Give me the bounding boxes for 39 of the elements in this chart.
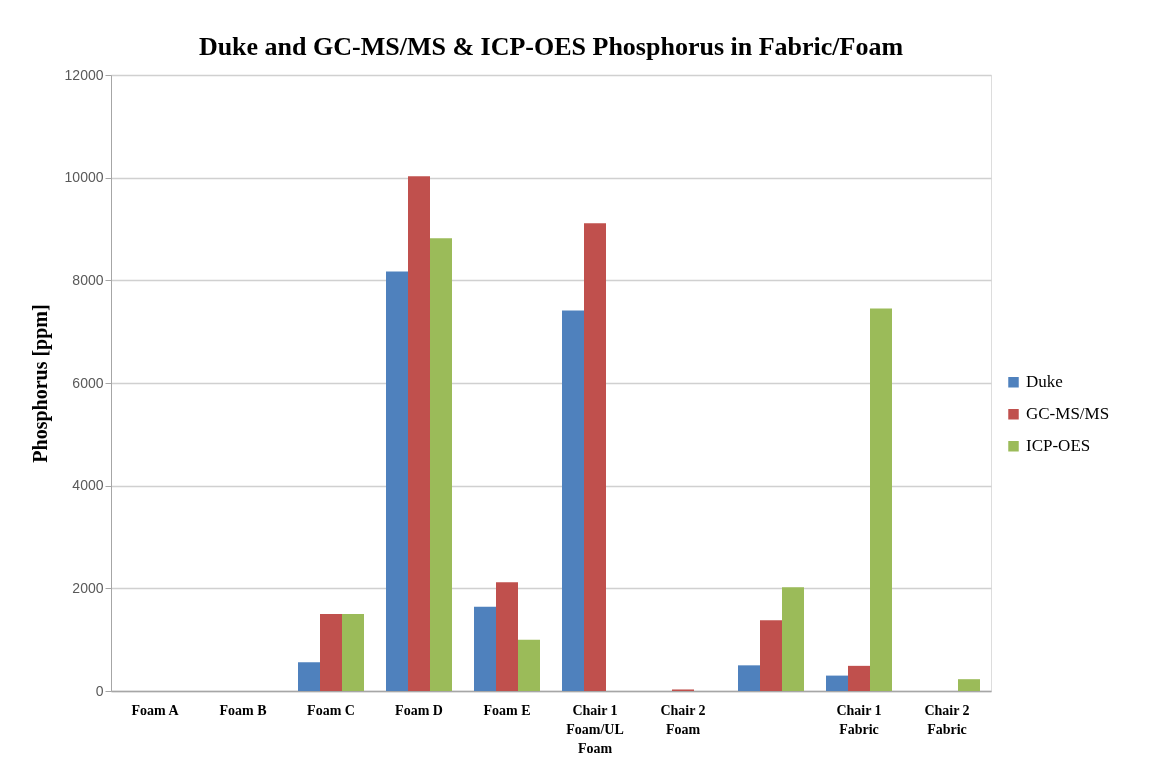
- bar: [826, 675, 848, 691]
- x-tick-label: Foam A: [131, 702, 180, 718]
- y-tick-label: 4000: [72, 477, 104, 494]
- bar: [518, 639, 540, 691]
- bar: [386, 271, 408, 691]
- bar: [298, 662, 320, 691]
- bar: [320, 614, 342, 691]
- bar: [562, 310, 584, 691]
- bar: [584, 223, 606, 691]
- y-tick-label: 10000: [64, 169, 104, 186]
- bar: [474, 606, 496, 691]
- bar: [738, 665, 760, 691]
- x-tick-label: Chair 1 Foam/UL Foam: [566, 702, 624, 756]
- bar: [848, 665, 870, 691]
- bar: [760, 620, 782, 691]
- y-tick-label: 6000: [72, 374, 104, 391]
- x-tick-label: Foam E: [483, 702, 531, 718]
- bar: [870, 308, 892, 691]
- chart-title: Duke and GC-MS/MS & ICP-OES Phosphorus in Fabric/Foam: [198, 32, 904, 61]
- legend-label: ICP-OES: [1026, 436, 1091, 456]
- y-axis-title: Phosphorus [ppm]: [28, 304, 52, 463]
- x-tick-label: Foam D: [395, 702, 443, 718]
- x-tick-label: Foam C: [307, 702, 355, 718]
- bar: [430, 238, 452, 691]
- x-tick-label: Foam B: [219, 702, 267, 718]
- legend-label: GC-MS/MS: [1026, 404, 1110, 424]
- y-tick-label: 0: [95, 682, 104, 699]
- y-tick-label: 2000: [72, 579, 104, 596]
- x-tick-label: Chair 1 Fabric: [836, 702, 882, 737]
- x-tick-label: Chair 2 Foam: [660, 702, 706, 737]
- y-tick-label: 12000: [64, 66, 104, 83]
- bar: [496, 582, 518, 691]
- x-tick-label: Chair 2 Fabric: [924, 702, 970, 737]
- y-tick-label: 8000: [72, 271, 104, 288]
- legend-label: Duke: [1026, 372, 1063, 392]
- bar: [958, 679, 980, 691]
- bar: [342, 614, 364, 691]
- bar: [782, 587, 804, 691]
- bar: [408, 176, 430, 691]
